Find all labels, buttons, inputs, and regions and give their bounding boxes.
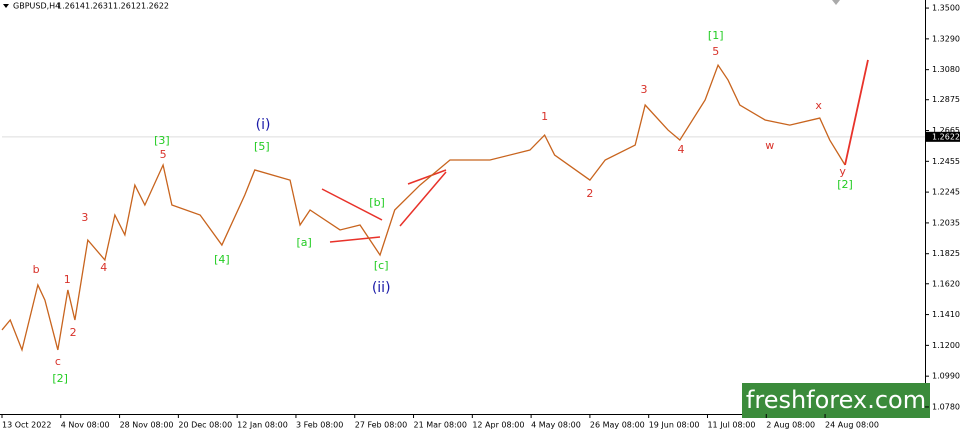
wave-label: [1] <box>708 29 724 42</box>
y-tick-label: 1.0990 <box>932 372 960 381</box>
wave-label: y <box>839 165 846 178</box>
current-price-box <box>926 131 960 142</box>
x-tick-label: 13 Oct 2022 <box>2 421 51 430</box>
wave-label: x <box>815 99 822 112</box>
wave-label: c <box>55 355 61 368</box>
x-tick-label: 12 Apr 08:00 <box>472 421 524 430</box>
y-tick-label: 1.2875 <box>932 95 960 104</box>
ohlc-value: 1.2614 <box>57 2 85 11</box>
ohlc-value: 1.2631 <box>85 2 113 11</box>
x-tick-label: 28 Nov 08:00 <box>120 421 174 430</box>
wave-label: (i) <box>256 117 271 133</box>
wave-label: 5 <box>160 148 167 161</box>
wedge-line <box>407 169 447 185</box>
logo-box <box>742 383 930 418</box>
wave-label: [b] <box>369 196 385 209</box>
ohlc: 1.2614 1.2631 1.2612 1.2622 <box>57 2 169 11</box>
logo: freshforex.com <box>746 386 926 414</box>
wave-label: [2] <box>52 372 68 385</box>
wave-label: [5] <box>254 140 270 153</box>
projection-line <box>844 59 869 166</box>
y-tick-label: 1.1825 <box>932 249 960 258</box>
x-tick-label: 24 Aug 08:00 <box>825 421 879 430</box>
y-tick-label: 1.1410 <box>932 310 960 319</box>
wave-label: 3 <box>81 211 88 224</box>
wave-label: 2 <box>70 326 77 339</box>
y-tick-label: 1.1620 <box>932 279 960 288</box>
wave-label: 5 <box>712 45 719 58</box>
x-tick-label: 26 May 08:00 <box>590 421 645 430</box>
y-tick-label: 1.2035 <box>932 218 960 227</box>
wave-label: 2 <box>586 187 593 200</box>
wave-label: 4 <box>678 143 685 156</box>
y-tick-label: 1.2455 <box>932 157 960 166</box>
y-tick-label: 1.3080 <box>932 65 960 74</box>
wedge-line <box>399 171 447 227</box>
wave-label: [3] <box>154 134 170 147</box>
wave-label: [a] <box>297 236 312 249</box>
current-price-label: 1.2622 <box>932 132 960 141</box>
x-tick-label: 2 Aug 08:00 <box>766 421 815 430</box>
x-tick-label: 11 Jul 08:00 <box>707 421 755 430</box>
x-tick-label: 19 Jun 08:00 <box>649 421 700 430</box>
y-tick-label: 1.3290 <box>932 34 960 43</box>
x-tick-label: 3 Feb 08:00 <box>296 421 343 430</box>
shift-marker <box>832 0 840 5</box>
wave-label: 4 <box>100 261 107 274</box>
wave-label: 3 <box>640 83 647 96</box>
ohlc-value: 1.2612 <box>113 2 141 11</box>
y-tick-label: 1.3500 <box>932 4 960 13</box>
y-tick-label: 1.1200 <box>932 341 960 350</box>
x-tick-label: 12 Jan 08:00 <box>237 421 288 430</box>
wave-label: [2] <box>837 178 853 191</box>
x-tick-label: 4 Nov 08:00 <box>61 421 110 430</box>
x-tick-label: 21 Mar 08:00 <box>414 421 467 430</box>
symbol: GBPUSD,H4 <box>13 2 60 11</box>
wave-label: b <box>33 263 40 276</box>
y-tick-label: 1.2245 <box>932 188 960 197</box>
wave-label: 1 <box>541 110 548 123</box>
price-line <box>1 63 846 353</box>
wave-label: [c] <box>374 259 389 272</box>
x-tick-label: 20 Dec 08:00 <box>178 421 232 430</box>
wave-label: w <box>765 139 774 152</box>
y-tick-label: 1.2665 <box>932 126 960 135</box>
wave-label: (ii) <box>372 280 391 296</box>
wave-label: [4] <box>214 253 230 266</box>
wave-label: 1 <box>64 273 71 286</box>
menu-arrow <box>3 4 9 8</box>
x-tick-label: 27 Feb 08:00 <box>355 421 407 430</box>
triangle-line <box>321 188 383 221</box>
x-tick-label: 4 May 08:00 <box>531 421 581 430</box>
ohlc-value: 1.2622 <box>141 2 169 11</box>
y-tick-label: 1.0780 <box>932 402 960 411</box>
triangle-line <box>329 236 381 243</box>
